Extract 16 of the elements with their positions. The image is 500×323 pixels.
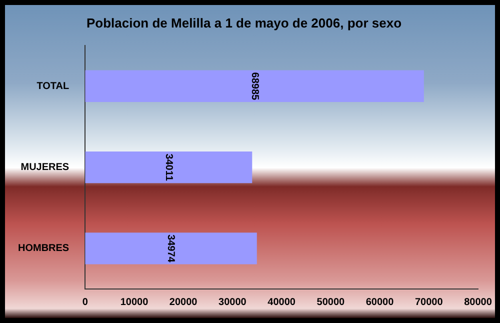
x-tick-label: 0 [82,296,88,308]
x-tick-label: 70000 [414,296,444,308]
x-tick-label: 80000 [464,296,492,308]
data-label: 68985 [248,72,260,101]
data-label: 34011 [162,154,174,182]
y-tick-label: TOTAL [36,80,70,92]
x-tick-label: 50000 [316,296,346,308]
chart-title: Poblacion de Melilla a 1 de mayo de 2006, por sexo [86,15,402,30]
y-tick-label: HOMBRES [18,243,70,254]
y-tick-label: MUJERES [20,162,70,174]
x-tick-label: 10000 [120,296,149,308]
x-tick-label: 60000 [366,296,394,308]
x-tick-label: 30000 [218,296,247,308]
data-label: 34974 [165,234,176,263]
x-tick-label: 20000 [169,296,198,308]
x-tick-label: 40000 [268,296,296,308]
